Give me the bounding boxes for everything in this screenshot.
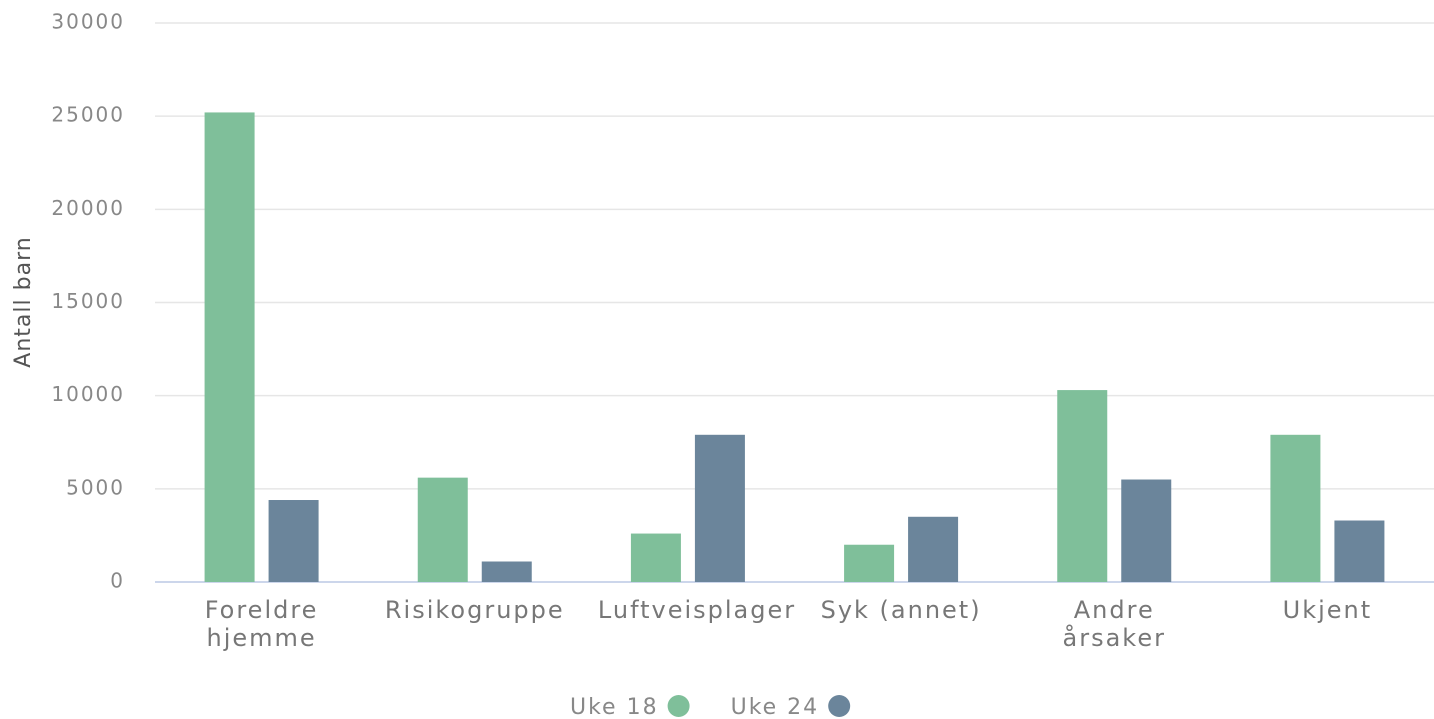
legend-marker [828,695,851,717]
bar [417,477,468,582]
bar [844,544,895,582]
x-tick-label: Andre årsaker [1062,596,1166,652]
bar [1121,479,1172,582]
legend-label: Uke 24 [731,695,820,719]
x-tick-label: Foreldre hjemme [204,596,319,652]
y-tick-label: 30000 [51,10,125,34]
bar [204,112,255,582]
x-tick-label: Syk (annet) [820,596,982,624]
legend-marker [667,695,690,717]
bar [1334,520,1385,582]
x-tick-label: Ukjent [1282,596,1373,624]
x-tick-label: Risikogruppe [384,596,565,624]
bar [481,561,532,582]
bar [908,516,959,582]
bar [268,500,319,582]
x-tick-label: Luftveisplager [597,596,797,624]
bar [630,533,681,582]
y-tick-label: 0 [110,569,125,593]
y-tick-label: 15000 [51,289,125,313]
y-tick-label: 5000 [66,475,125,499]
y-tick-label: 20000 [51,196,125,220]
bar [1057,390,1108,582]
y-tick-label: 25000 [51,103,125,127]
bar [694,434,745,582]
y-tick-label: 10000 [51,382,125,406]
legend-label: Uke 18 [570,695,659,719]
bar [1270,434,1321,582]
y-axis-label: Antall barn [11,236,36,367]
